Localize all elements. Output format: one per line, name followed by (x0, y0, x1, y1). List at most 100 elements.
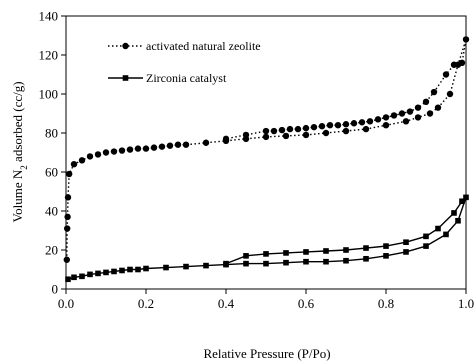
plot-area (65, 15, 467, 290)
data-point (435, 225, 441, 232)
data-point (135, 266, 141, 273)
data-point (342, 127, 350, 135)
data-point (102, 149, 110, 156)
x-tick-label: 0.4 (218, 296, 235, 311)
data-point (262, 127, 270, 135)
y-tick-label: 0 (52, 282, 59, 297)
data-point (462, 36, 470, 43)
y-axis-title-rest: adsorbed (cc/g) (10, 81, 25, 165)
data-point (118, 147, 126, 154)
y-axis-title-main: Volume N (10, 169, 25, 222)
data-point (323, 248, 329, 254)
data-point (442, 71, 450, 78)
y-axis-title: Volume N2 adsorbed (cc/g) (10, 81, 29, 222)
data-point (383, 243, 389, 249)
data-point (430, 88, 438, 96)
data-point (382, 114, 390, 121)
x-tick-label: 0.0 (58, 296, 74, 311)
data-point (243, 253, 249, 259)
data-point (223, 260, 229, 267)
data-point (358, 119, 366, 126)
data-point (150, 144, 158, 151)
data-point (426, 110, 434, 117)
data-point (458, 59, 466, 66)
data-point (390, 112, 398, 119)
data-point (263, 260, 269, 267)
data-point (363, 255, 369, 262)
x-tick-label: 1.0 (458, 296, 474, 311)
data-point (163, 264, 169, 271)
y-tick-label: 140 (39, 9, 59, 24)
data-point (262, 133, 270, 141)
x-tick-label: 0.8 (378, 296, 394, 311)
data-point (403, 249, 409, 255)
series-layer (63, 36, 470, 283)
data-point (451, 210, 457, 216)
data-point (342, 121, 350, 128)
data-point (302, 124, 310, 132)
data-point (143, 265, 149, 272)
data-point (350, 120, 358, 127)
series-zeolite (63, 36, 470, 263)
data-point (302, 131, 310, 139)
legend-item: activated natural zeolite (108, 39, 261, 53)
data-point (63, 225, 71, 232)
data-point (326, 122, 334, 129)
legend-label: activated natural zeolite (146, 39, 261, 53)
data-point (183, 263, 189, 270)
data-point (134, 145, 142, 152)
x-tick-label: 0.6 (298, 296, 315, 311)
data-point (322, 129, 330, 137)
series-line (66, 39, 467, 260)
data-point (283, 250, 289, 256)
plot-frame (65, 15, 467, 290)
data-point (87, 271, 93, 278)
data-point (66, 170, 73, 178)
data-point (463, 194, 469, 201)
data-point (78, 157, 86, 164)
series-zirconia (65, 194, 469, 283)
data-point (443, 231, 449, 238)
data-point (323, 258, 329, 265)
data-point (455, 217, 461, 224)
legend: activated natural zeolite Zirconia cataly… (108, 39, 261, 85)
data-point (202, 139, 210, 146)
data-point (86, 153, 94, 160)
data-point (182, 141, 190, 148)
y-axis-title-subscript: 2 (19, 165, 29, 170)
data-point (142, 145, 150, 152)
data-point (79, 273, 85, 280)
data-point (166, 142, 174, 149)
data-point (95, 270, 101, 277)
y-tick-label: 60 (45, 165, 58, 180)
data-point (414, 114, 422, 121)
data-point (343, 247, 349, 253)
y-axis-ticks: 0 20 40 60 80 100 120 140 (39, 9, 66, 297)
data-point (398, 110, 406, 117)
data-point (64, 194, 72, 201)
data-point (94, 151, 102, 158)
y-tick-label: 80 (45, 126, 58, 141)
data-point (103, 269, 109, 276)
y-tick-label: 20 (45, 243, 58, 258)
data-point (318, 122, 326, 130)
data-point (286, 125, 294, 133)
data-point (366, 118, 374, 125)
data-point (71, 274, 77, 281)
legend-label: Zirconia catalyst (146, 71, 227, 85)
y-tick-label: 40 (45, 204, 58, 219)
data-point (70, 161, 78, 168)
data-point (423, 243, 429, 249)
data-point (334, 122, 342, 129)
data-point (174, 141, 182, 148)
x-axis-ticks: 0.0 0.2 0.4 0.6 0.8 1.0 (58, 289, 474, 311)
y-tick-label: 120 (39, 48, 59, 63)
x-tick-label: 0.2 (138, 296, 154, 311)
data-point (450, 61, 458, 68)
data-point (63, 256, 70, 263)
data-point (303, 258, 309, 265)
data-point (310, 123, 318, 131)
x-axis-title: Relative Pressure (P/Po) (203, 346, 330, 361)
data-point (158, 143, 166, 150)
